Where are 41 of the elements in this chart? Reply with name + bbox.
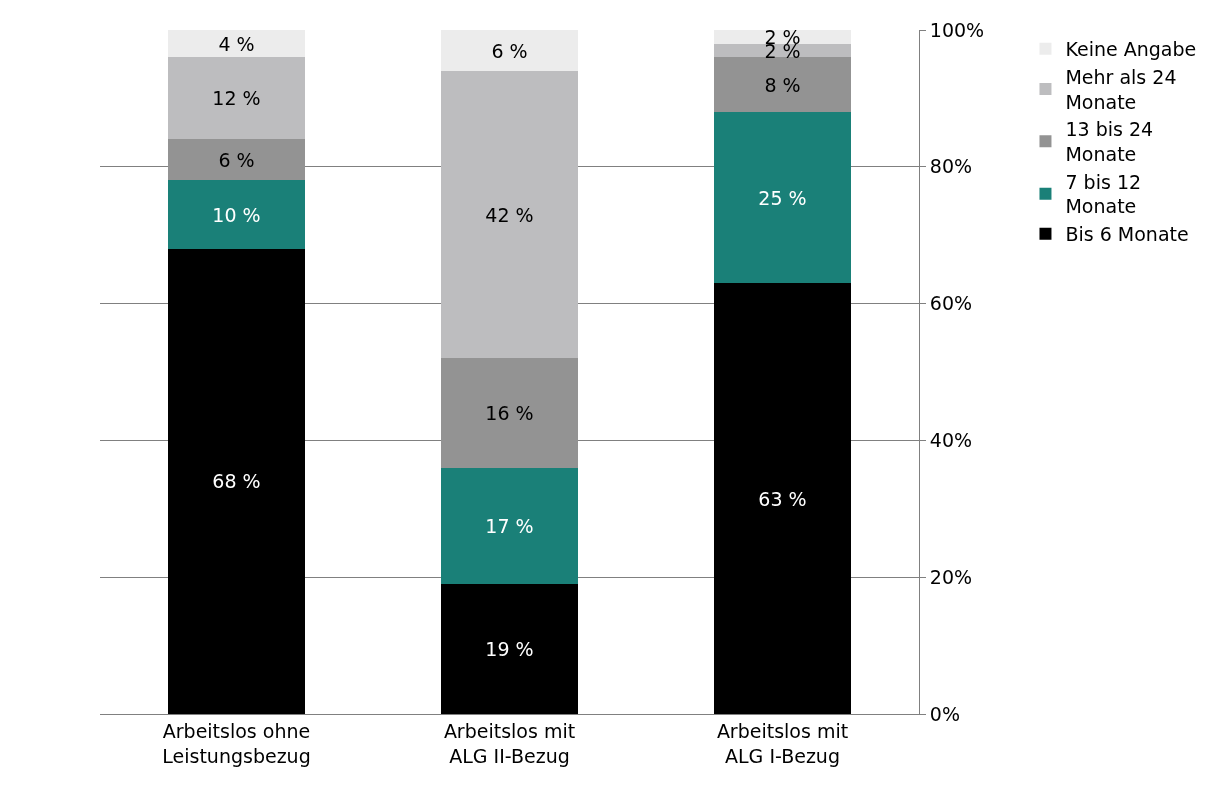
bar xyxy=(714,57,851,113)
y-tick-label: 0% xyxy=(929,702,960,725)
data-label: 16 % xyxy=(485,402,534,425)
bar xyxy=(441,71,578,359)
data-label: 17 % xyxy=(485,514,534,537)
data-label: 25 % xyxy=(758,186,807,209)
bar xyxy=(168,139,305,181)
y-tick-label: 100% xyxy=(929,18,985,41)
legend-label: 13 bis 24 Monate xyxy=(1065,118,1154,166)
legend-label: 7 bis 12 Monate xyxy=(1065,170,1142,218)
data-label: 10 % xyxy=(212,203,261,226)
data-label: 68 % xyxy=(212,470,261,493)
legend-label: Bis 6 Monate xyxy=(1065,223,1189,246)
data-label: 12 % xyxy=(212,87,261,110)
bar xyxy=(441,467,578,585)
y-tick-label: 40% xyxy=(929,429,973,452)
bar xyxy=(714,30,851,44)
data-label: 42 % xyxy=(485,203,534,226)
data-label: 63 % xyxy=(758,487,807,510)
x-tick-label: Arbeitslos mit ALG I-Bezug xyxy=(716,719,849,767)
legend-label: Keine Angabe xyxy=(1065,38,1197,61)
bar xyxy=(168,248,305,714)
data-label: 19 % xyxy=(485,638,534,661)
bar xyxy=(714,283,851,714)
bar xyxy=(168,57,305,140)
bar xyxy=(168,30,305,58)
data-label: 6 % xyxy=(491,39,528,62)
legend-label: Mehr als 24 Monate xyxy=(1065,65,1177,113)
y-tick-label: 60% xyxy=(929,292,973,315)
bar xyxy=(714,112,851,284)
y-tick-label: 20% xyxy=(929,565,973,588)
x-tick-label: Arbeitslos ohne Leistungsbezug xyxy=(162,719,311,767)
bar xyxy=(441,584,578,714)
bar xyxy=(168,180,305,249)
x-tick-label: Arbeitslos mit ALG II-Bezug xyxy=(443,719,576,767)
data-label: 4 % xyxy=(218,32,255,55)
bar xyxy=(441,358,578,468)
data-label: 8 % xyxy=(764,73,801,96)
bar xyxy=(441,30,578,72)
data-label: 6 % xyxy=(218,148,255,171)
y-tick-label: 80% xyxy=(929,155,973,178)
